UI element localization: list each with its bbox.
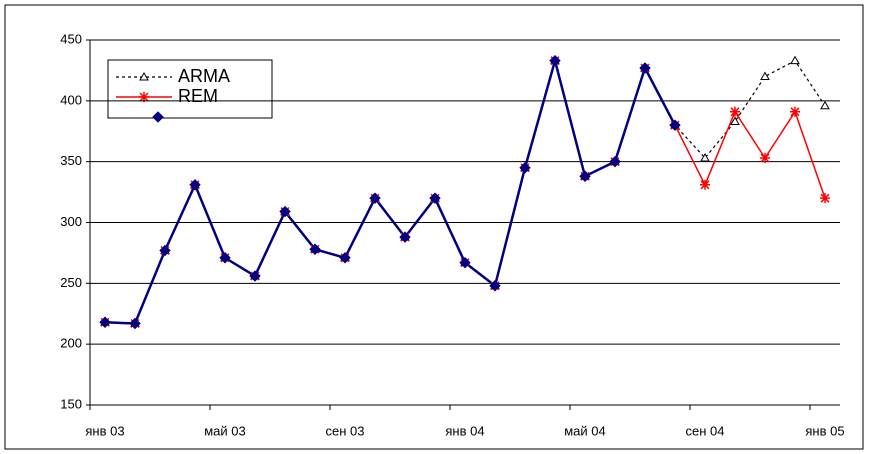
marker [99,316,111,328]
marker [639,62,651,74]
y-tick-label: 450 [60,31,82,46]
x-tick-label: янв 03 [85,423,124,438]
marker [489,280,501,292]
marker [519,162,531,174]
x-tick-label: янв 05 [805,423,844,438]
marker [700,179,710,190]
legend-label: REM [178,86,218,106]
y-tick-label: 150 [60,396,82,411]
marker [549,54,561,67]
marker [730,116,740,126]
x-tick-label: май 03 [204,423,246,438]
marker [139,92,149,102]
marker [820,100,830,110]
marker [309,243,321,255]
x-tick-label: сен 03 [326,423,365,438]
marker [459,256,471,269]
marker [579,170,591,182]
marker [429,192,441,204]
marker [669,119,681,131]
y-tick-label: 300 [60,214,82,229]
marker [609,155,621,168]
marker [249,270,261,282]
marker [399,231,411,243]
x-tick-label: май 04 [564,423,606,438]
marker [339,252,351,264]
y-tick-label: 400 [60,92,82,107]
marker [189,179,201,191]
marker [820,193,830,204]
marker [159,244,171,257]
legend-label: ARMA [178,66,230,86]
marker [279,205,291,218]
marker [700,153,710,162]
marker [219,252,231,264]
marker [129,317,141,330]
marker [760,153,770,164]
marker [152,111,164,123]
marker [760,71,770,80]
y-tick-label: 250 [60,275,82,290]
legend-box [107,59,273,119]
series-line [104,55,677,325]
marker [790,106,800,117]
y-tick-label: 350 [60,153,82,168]
marker [139,71,149,81]
marker [790,55,800,65]
y-tick-label: 200 [60,336,82,351]
x-tick-label: сен 04 [686,423,725,438]
x-tick-label: янв 04 [445,423,484,438]
marker [369,192,381,204]
marker [730,106,740,117]
